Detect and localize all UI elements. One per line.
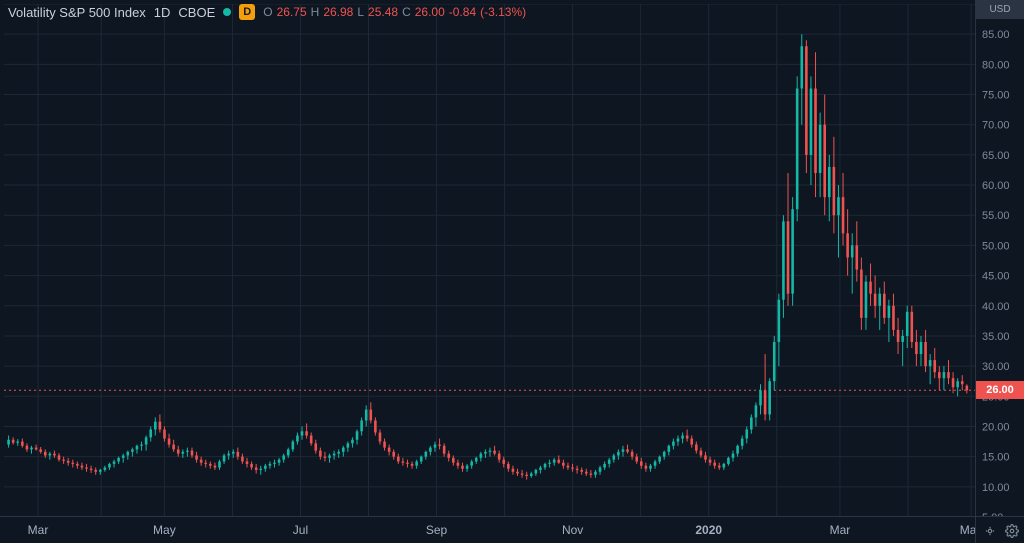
change-pct: (-3.13%) [480,5,526,19]
open-value: 26.75 [277,5,307,19]
low-key: L [357,5,364,19]
svg-text:10.00: 10.00 [982,482,1010,494]
svg-text:30.00: 30.00 [982,361,1010,373]
chart-corner-buttons [982,523,1020,539]
interval-badge[interactable]: D [239,4,255,20]
close-value: 26.00 [415,5,445,19]
svg-text:Mar: Mar [830,523,851,537]
svg-text:35.00: 35.00 [982,331,1010,343]
exchange-label: CBOE [178,5,215,20]
svg-text:60.00: 60.00 [982,180,1010,192]
y-axis[interactable]: USD 5.0010.0015.0020.0025.0030.0035.0040… [975,0,1024,543]
x-axis-labels: MarMayJulSepNov2020MarMay [0,517,1024,543]
svg-text:65.00: 65.00 [982,150,1010,162]
svg-text:40.00: 40.00 [982,301,1010,313]
svg-text:55.00: 55.00 [982,210,1010,222]
svg-text:45.00: 45.00 [982,271,1010,283]
svg-text:15.00: 15.00 [982,452,1010,464]
x-axis[interactable]: MarMayJulSepNov2020MarMay [0,516,1024,543]
svg-text:20.00: 20.00 [982,421,1010,433]
low-value: 25.48 [368,5,398,19]
plot-area[interactable] [4,4,976,517]
auto-scale-button[interactable] [982,523,998,539]
svg-text:Sep: Sep [426,523,448,537]
svg-text:Jul: Jul [293,523,308,537]
svg-text:70.00: 70.00 [982,120,1010,132]
change-value: -0.84 [449,5,476,19]
timeframe-label[interactable]: 1D [154,5,171,20]
settings-button[interactable] [1004,523,1020,539]
svg-text:May: May [153,523,176,537]
svg-text:Nov: Nov [562,523,583,537]
svg-text:Mar: Mar [28,523,49,537]
svg-text:50.00: 50.00 [982,240,1010,252]
y-axis-labels: 5.0010.0015.0020.0025.0030.0035.0040.004… [976,0,1024,543]
svg-text:85.00: 85.00 [982,29,1010,41]
high-value: 26.98 [323,5,353,19]
last-price-tag: 26.00 [976,381,1024,399]
series-dot-icon [223,8,231,16]
candlestick-chart[interactable] [4,4,976,517]
svg-text:75.00: 75.00 [982,90,1010,102]
y-axis-unit: USD [976,0,1024,19]
chart-container: Volatility S&P 500 Index 1D CBOE D O 26.7… [0,0,1024,543]
svg-text:80.00: 80.00 [982,59,1010,71]
close-key: C [402,5,411,19]
open-key: O [263,5,272,19]
symbol-title[interactable]: Volatility S&P 500 Index [8,5,146,20]
ohlc-readout: O 26.75 H26.98 L 25.48 C 26.00 -0.84 (-3.13… [263,5,526,19]
chart-header: Volatility S&P 500 Index 1D CBOE D O 26.7… [8,4,526,20]
svg-text:2020: 2020 [695,523,722,537]
high-key: H [311,5,320,19]
